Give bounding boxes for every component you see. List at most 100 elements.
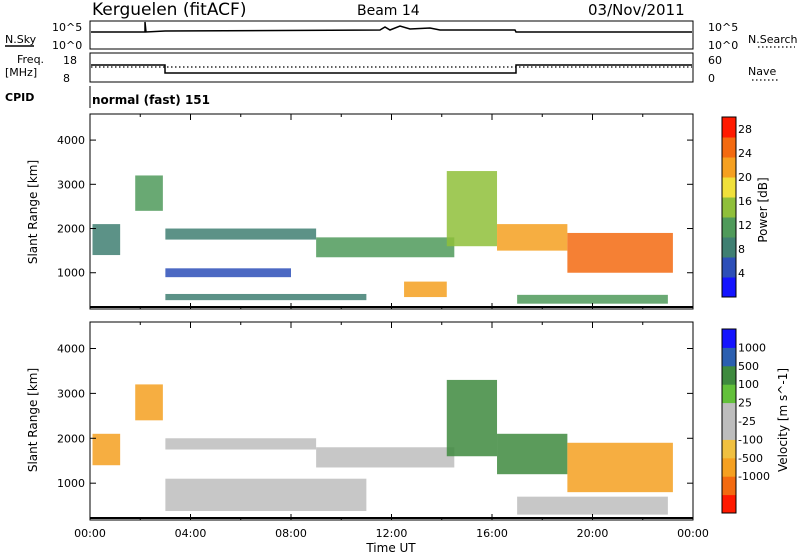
freq-unit-label: [MHz]	[5, 66, 37, 79]
velocity-region-0	[92, 433, 121, 466]
velocity-colorbar-swatch-0	[722, 494, 736, 514]
velocity-colorbar-swatch-6	[722, 384, 736, 404]
velocity-colorbar-swatch-8	[722, 347, 736, 367]
velocity-region-2	[165, 438, 317, 450]
power-colorbar-tick-2: 12	[738, 219, 752, 232]
nsky-tick-hi: 10^5	[52, 21, 82, 34]
x-tick-label-0: 00:00	[74, 527, 106, 540]
x-axis-label: Time UT	[365, 541, 416, 554]
power-y-tick-label-1: 2000	[57, 223, 85, 236]
velocity-colorbar-tick-3: 25	[738, 397, 752, 410]
power-colorbar-tick-0: 4	[738, 267, 745, 280]
power-region-8	[497, 224, 568, 251]
velocity-colorbar-swatch-2	[722, 457, 736, 477]
power-y-tick-label-3: 4000	[57, 134, 85, 147]
velocity-region-8	[517, 496, 668, 515]
velocity-y-tick-label-2: 3000	[57, 387, 85, 400]
power-colorbar-swatch-3	[722, 217, 736, 238]
cpid-value: normal (fast) 151	[92, 93, 210, 107]
power-colorbar-swatch-2	[722, 237, 736, 258]
velocity-region-5	[446, 379, 498, 457]
power-plot-frame	[89, 113, 694, 310]
velocity-y-axis-label: Slant Range [km]	[26, 368, 40, 472]
nave-tick-lo: 0	[708, 72, 715, 85]
power-region-10	[517, 294, 668, 304]
velocity-colorbar-tick-7: -1000	[738, 470, 770, 483]
velocity-colorbar-swatch-7	[722, 365, 736, 385]
power-colorbar-swatch-5	[722, 177, 736, 198]
power-region-9	[567, 232, 673, 273]
power-region-7	[446, 171, 498, 247]
velocity-colorbar-swatch-1	[722, 476, 736, 496]
x-tick-label-2: 08:00	[275, 527, 307, 540]
velocity-colorbar-label: Velocity [m s^-1]	[776, 368, 790, 472]
power-region-1	[135, 175, 163, 211]
power-colorbar-swatch-1	[722, 257, 736, 278]
cpid-label: CPID	[5, 91, 34, 104]
power-colorbar-swatch-8	[722, 117, 736, 138]
velocity-colorbar-swatch-4	[722, 421, 736, 440]
date-label: 03/Nov/2011	[588, 1, 685, 19]
nsky-strip-frame	[89, 20, 694, 50]
velocity-region-1	[135, 384, 163, 421]
velocity-colorbar-tick-4: -25	[738, 415, 756, 428]
velocity-region-7	[567, 442, 673, 493]
power-colorbar-label: Power [dB]	[756, 177, 770, 242]
x-tick-label-6: 00:00	[677, 527, 709, 540]
nave-tick-hi: 60	[708, 54, 722, 67]
power-y-tick-label-2: 3000	[57, 178, 85, 191]
power-panel: 1000 2000 3000 4000	[57, 113, 694, 310]
velocity-colorbar-tick-1: 500	[738, 360, 759, 373]
power-region-5	[316, 237, 455, 258]
velocity-panel: 1000 2000 3000 4000 00:00 04:00 08:00 12:00 16:0…	[57, 321, 709, 540]
power-colorbar: 4 8 12 16 20 24 28	[721, 116, 752, 298]
power-colorbar-tick-3: 16	[738, 195, 752, 208]
velocity-colorbar-tick-2: 100	[738, 378, 759, 391]
power-colorbar-frame	[721, 116, 737, 298]
freq-trace	[91, 64, 692, 74]
freq-label: Freq.	[17, 53, 44, 66]
beam-label: Beam 14	[357, 3, 420, 19]
power-colorbar-tick-5: 24	[738, 147, 752, 160]
x-tick-label-4: 16:00	[476, 527, 508, 540]
x-tick-label-5: 20:00	[577, 527, 609, 540]
site-title: Kerguelen (fitACF)	[92, 0, 246, 20]
nsky-tick-lo: 10^0	[52, 39, 82, 52]
power-colorbar-tick-6: 28	[738, 123, 752, 136]
nsearch-label: N.Search	[748, 33, 798, 46]
nave-label: Nave	[748, 65, 776, 78]
x-tick-label-1: 04:00	[175, 527, 207, 540]
velocity-colorbar-frame	[721, 328, 737, 514]
power-colorbar-tick-4: 20	[738, 171, 752, 184]
power-colorbar-swatch-4	[722, 197, 736, 218]
power-colorbar-tick-1: 8	[738, 243, 745, 256]
velocity-colorbar: 1000 500 100 25 -25 -100 -500 -1000	[721, 328, 770, 514]
x-tick-label-3: 12:00	[376, 527, 408, 540]
power-y-tick-label-0: 1000	[57, 267, 85, 280]
nsky-trace	[91, 21, 692, 33]
velocity-colorbar-tick-5: -100	[738, 433, 763, 446]
power-region-3	[165, 268, 291, 278]
velocity-region-4	[316, 447, 455, 468]
freq-tick-lo: 8	[63, 72, 70, 85]
velocity-colorbar-swatch-3	[722, 439, 736, 459]
power-region-2	[165, 228, 317, 240]
nsky-label: N.Sky	[5, 33, 37, 46]
velocity-region-3	[165, 478, 367, 512]
power-colorbar-swatch-0	[722, 277, 736, 298]
nsearch-tick-hi: 10^5	[708, 21, 738, 34]
nsearch-tick-lo: 10^0	[708, 39, 738, 52]
velocity-y-tick-label-0: 1000	[57, 477, 85, 490]
power-region-4	[165, 293, 367, 301]
power-region-6	[404, 281, 447, 298]
velocity-colorbar-tick-0: 1000	[738, 341, 766, 354]
freq-strip-frame	[89, 52, 694, 83]
velocity-colorbar-tick-6: -500	[738, 452, 763, 465]
velocity-colorbar-swatch-9	[722, 329, 736, 348]
power-region-0	[92, 224, 121, 256]
power-y-axis-label: Slant Range [km]	[26, 160, 40, 264]
velocity-y-tick-label-1: 2000	[57, 432, 85, 445]
power-colorbar-swatch-7	[722, 137, 736, 158]
velocity-region-6	[497, 433, 568, 475]
